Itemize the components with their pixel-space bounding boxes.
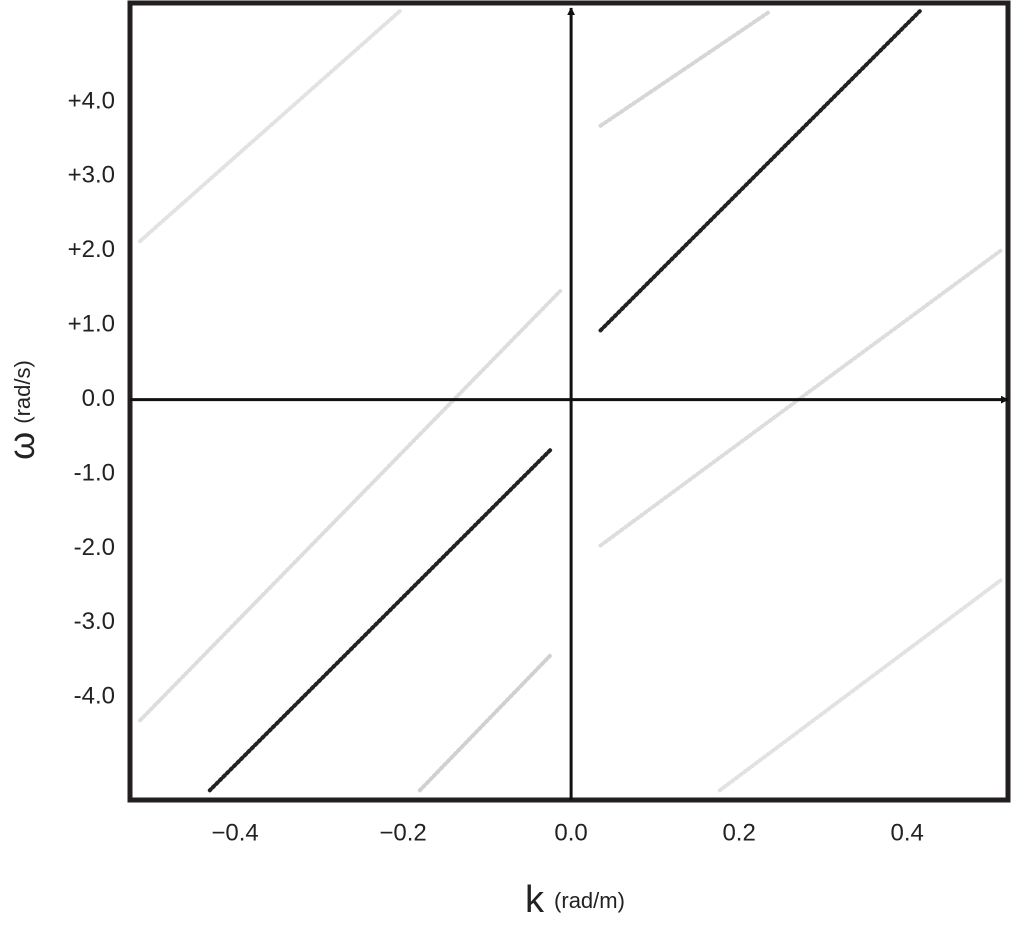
plot-frame: [127, 0, 1011, 803]
plot-area: [130, 7, 1009, 800]
x-tick-label: 0.4: [890, 819, 923, 846]
y-tick-label: 0.0: [82, 385, 115, 412]
x-label-symbol: k: [525, 879, 545, 921]
x-axis-label: k (rad/m): [525, 879, 625, 921]
energy-ridge: [207, 448, 553, 793]
y-axis-label: ω (rad/s): [1, 360, 42, 460]
energy-ridge: [717, 578, 1003, 793]
x-label-unit: (rad/m): [554, 888, 625, 913]
y-tick-label: -3.0: [74, 608, 115, 635]
x-tick-label: −0.4: [211, 819, 258, 846]
energy-ridge: [598, 9, 773, 128]
x-tick-label: 0.0: [554, 819, 587, 846]
y-label-unit: (rad/s): [10, 360, 35, 424]
x-tick-label: 0.2: [722, 819, 755, 846]
y-label-symbol: ω: [1, 432, 42, 460]
energy-ridge: [598, 9, 922, 333]
energy-ridge: [138, 9, 402, 244]
y-tick-label: +4.0: [68, 87, 115, 114]
y-tick-label: +3.0: [68, 162, 115, 189]
y-tick-label: -4.0: [74, 683, 115, 710]
x-tick-label: −0.2: [379, 819, 426, 846]
y-tick-label: -1.0: [74, 459, 115, 486]
y-tick-label: +1.0: [68, 311, 115, 338]
energy-ridge: [138, 288, 563, 723]
y-tick-label: +2.0: [68, 236, 115, 263]
energy-ridge: [417, 653, 553, 793]
y-tick-label: -2.0: [74, 534, 115, 561]
